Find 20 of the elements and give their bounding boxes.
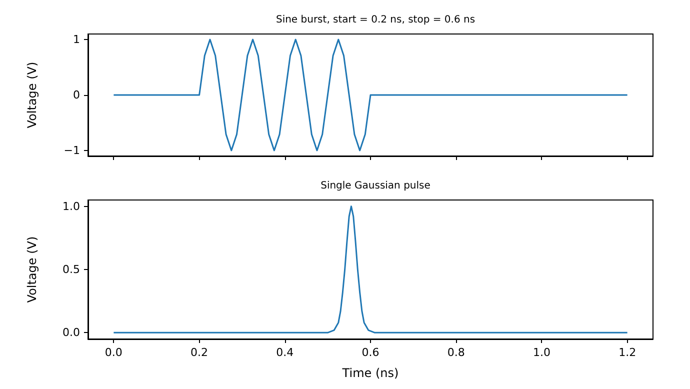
x-tick-label: 0.8	[447, 346, 465, 359]
y-axis-title: Voltage (V)	[25, 236, 39, 303]
y-tick-label: 0.5	[62, 263, 80, 276]
x-tick-label: 0.6	[362, 346, 380, 359]
line-series	[112, 206, 628, 334]
chart-title: Single Gaussian pulse	[320, 180, 430, 192]
line-series	[112, 38, 628, 152]
x-tick-label: 1.2	[618, 346, 636, 359]
y-tick-label: 0.0	[62, 326, 80, 340]
y-tick-label: 1	[73, 33, 80, 46]
y-tick-label: −1	[64, 144, 80, 157]
chart-title: Sine burst, start = 0.2 ns, stop = 0.6 ns	[276, 14, 476, 26]
y-tick-label: 1.0	[62, 200, 80, 213]
x-axis-title: Time (ns)	[341, 366, 399, 380]
y-axis-title: Voltage (V)	[25, 62, 39, 128]
x-tick-label: 1.0	[532, 346, 550, 359]
y-tick-label: 0	[73, 88, 80, 102]
x-tick-label: 0.4	[276, 346, 294, 359]
x-tick-label: 0.0	[104, 346, 122, 359]
x-tick-label: 0.2	[190, 346, 208, 359]
